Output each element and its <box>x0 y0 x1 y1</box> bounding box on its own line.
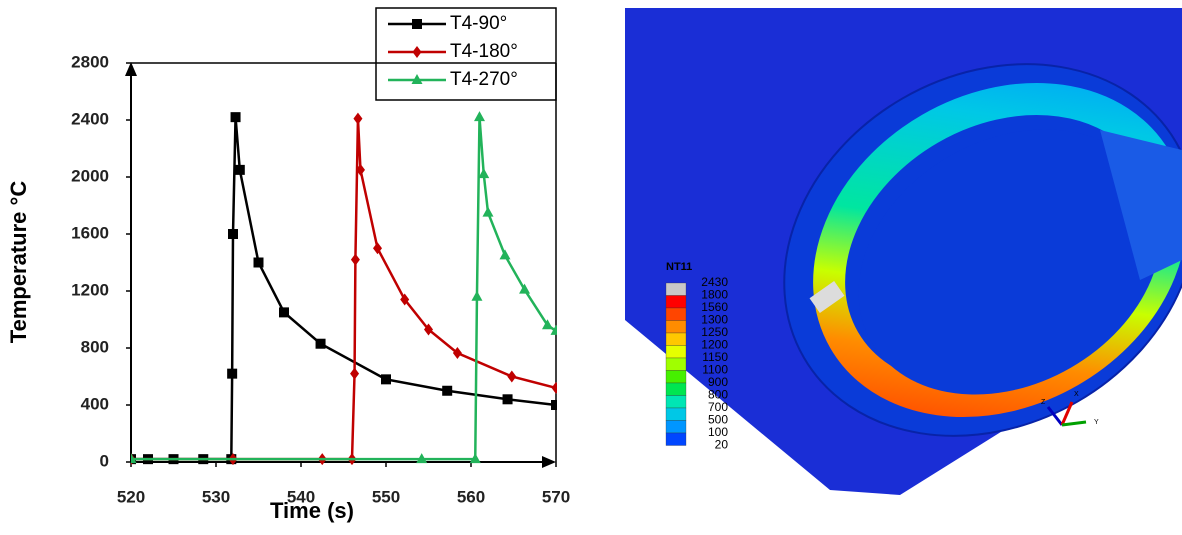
y-tick-label: 800 <box>81 337 109 356</box>
marker <box>550 324 557 335</box>
contour-band <box>665 395 687 409</box>
marker <box>551 381 557 394</box>
marker <box>279 307 289 318</box>
contour-level: 20 <box>715 438 729 452</box>
marker <box>471 290 483 301</box>
contour-level: 1800 <box>701 288 728 302</box>
marker <box>424 323 433 336</box>
marker <box>502 394 513 405</box>
marker <box>234 164 245 175</box>
marker <box>350 367 360 380</box>
x-tick-label: 550 <box>372 487 400 506</box>
y-tick-label: 0 <box>100 451 109 470</box>
legend-label: T4-90° <box>450 13 507 34</box>
contour-band <box>665 345 687 359</box>
marker <box>507 370 517 383</box>
contour-band <box>665 295 687 309</box>
y-tick-label: 2400 <box>71 109 109 128</box>
marker <box>131 453 137 464</box>
y-tick-label: 2000 <box>71 166 109 185</box>
contour-legend: NT11 24301800156013001250120011501100900… <box>665 261 729 452</box>
series-line <box>131 117 557 461</box>
contour-band <box>665 332 687 346</box>
contour-band <box>665 420 687 434</box>
contour-level: 700 <box>708 400 728 414</box>
y-tick-label: 1200 <box>71 280 109 299</box>
series-line <box>131 118 557 461</box>
triad-label: Z <box>1041 399 1046 406</box>
x-arrow <box>542 456 556 468</box>
marker <box>350 253 360 266</box>
marker <box>400 293 410 306</box>
marker <box>416 453 428 464</box>
y-tick-label: 1600 <box>71 223 109 242</box>
x-tick-label: 570 <box>542 487 570 506</box>
contour-band <box>665 357 687 371</box>
contour-level: 1200 <box>701 338 728 352</box>
line-chart: Temperature °C Time (s) 0 400 800 1200 1600 2… <box>6 7 570 523</box>
marker <box>482 206 494 217</box>
axis-triad: Z X Y <box>1041 391 1099 427</box>
marker <box>469 453 481 464</box>
triad-label: X <box>1074 391 1079 398</box>
triad-label: Y <box>1094 419 1099 426</box>
contour-level: 900 <box>708 375 728 389</box>
contour-level: 1560 <box>701 300 728 314</box>
marker <box>353 112 363 125</box>
contour-level: 1300 <box>701 313 728 327</box>
marker <box>228 229 238 239</box>
contour-band <box>665 407 687 421</box>
marker <box>381 374 391 385</box>
contour-band <box>665 282 687 296</box>
marker <box>411 74 423 84</box>
contour-level: 1250 <box>701 325 728 339</box>
marker <box>230 112 241 123</box>
y-tick-label: 400 <box>81 394 109 413</box>
legend-label: T4-270° <box>450 69 518 90</box>
marker <box>412 46 422 58</box>
marker <box>452 346 462 359</box>
marker <box>227 368 238 379</box>
contour-band <box>665 307 687 321</box>
contour-title: NT11 <box>666 261 692 273</box>
x-tick-label: 530 <box>202 487 230 506</box>
x-axis-title: Time (s) <box>270 498 354 523</box>
y-tick-label: 2800 <box>71 52 109 71</box>
marker <box>412 19 422 29</box>
x-tick-label: 540 <box>287 487 315 506</box>
contour-level: 800 <box>708 388 728 402</box>
marker <box>356 163 365 176</box>
marker <box>373 242 382 255</box>
y-arrow <box>125 62 137 76</box>
fe-model <box>625 8 1182 535</box>
y-axis-title: Temperature °C <box>6 181 31 344</box>
x-tick-label: 520 <box>117 487 145 506</box>
legend-label: T4-180° <box>450 41 518 62</box>
marker <box>315 338 326 349</box>
contour-band <box>665 382 687 396</box>
marker <box>478 168 490 179</box>
contour-band <box>665 370 687 384</box>
marker <box>474 111 485 122</box>
marker <box>442 385 453 396</box>
x-tick-label: 560 <box>457 487 485 506</box>
contour-level: 1100 <box>702 363 728 377</box>
contour-level: 2430 <box>701 275 728 289</box>
marker <box>542 319 553 330</box>
plot-area <box>131 111 557 465</box>
contour-band <box>665 320 687 334</box>
contour-level: 100 <box>708 425 728 439</box>
contour-level: 1150 <box>702 350 728 364</box>
marker <box>519 283 531 294</box>
marker <box>253 257 264 268</box>
contour-band <box>665 432 687 446</box>
marker <box>551 400 557 410</box>
contour-level: 500 <box>708 413 728 427</box>
marker <box>499 249 511 260</box>
series-line <box>131 117 557 461</box>
